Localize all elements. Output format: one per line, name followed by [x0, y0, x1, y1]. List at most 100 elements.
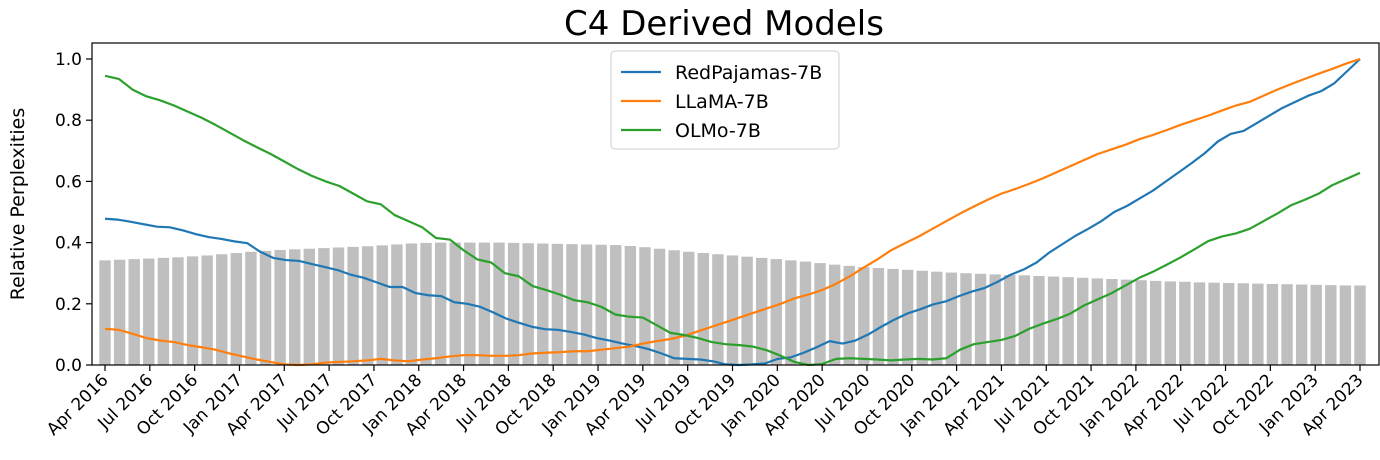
bar	[595, 244, 607, 365]
bar	[201, 255, 213, 365]
bar	[449, 242, 461, 365]
bar	[697, 253, 710, 365]
bar	[1164, 281, 1176, 365]
bar	[858, 267, 870, 365]
bar	[755, 257, 768, 365]
bar	[405, 243, 418, 365]
bar	[683, 251, 695, 365]
x-tick-label: Apr 2016	[43, 370, 112, 439]
legend: RedPajamas-7B LLaMA-7B OLMo-7B	[610, 50, 840, 150]
bar	[128, 259, 140, 365]
bar	[1252, 283, 1264, 365]
bar	[610, 245, 622, 365]
bar	[99, 260, 111, 365]
bar	[799, 261, 812, 365]
bar	[639, 247, 651, 365]
legend-box	[610, 50, 840, 150]
series-line-olmo-7b	[104, 74, 1361, 367]
y-tick-label: 0.8	[55, 111, 82, 131]
y-tick-label: 0.0	[55, 356, 82, 376]
bar	[974, 273, 987, 365]
bar	[916, 270, 928, 365]
bar	[376, 245, 388, 365]
legend-label: RedPajamas-7B	[675, 62, 822, 84]
bar	[537, 243, 549, 365]
bar	[566, 244, 578, 365]
bar	[1135, 280, 1147, 365]
bar	[172, 257, 184, 365]
bar	[1077, 277, 1089, 365]
bar	[712, 254, 724, 365]
bar	[1179, 281, 1191, 365]
bar	[1266, 283, 1279, 365]
bar	[420, 242, 432, 365]
bar	[901, 269, 914, 365]
bar	[1295, 284, 1308, 365]
bar	[1106, 279, 1118, 365]
bar	[274, 249, 286, 365]
bar	[143, 258, 155, 365]
bar	[493, 242, 505, 365]
bar	[945, 272, 958, 365]
bar	[770, 259, 782, 365]
bar	[113, 259, 126, 365]
bar	[1120, 279, 1133, 365]
bar	[303, 248, 315, 365]
bar	[216, 254, 228, 365]
bar	[1208, 282, 1220, 365]
bar	[1018, 275, 1031, 365]
bar	[507, 242, 520, 365]
bar	[741, 256, 753, 365]
bar	[157, 257, 170, 365]
bar	[259, 250, 272, 365]
bar	[872, 267, 885, 365]
y-tick-label: 0.2	[55, 295, 82, 315]
legend-label: LLaMA-7B	[675, 91, 769, 113]
bar	[1281, 284, 1293, 365]
bar	[361, 246, 374, 365]
bar	[186, 256, 199, 365]
bar	[843, 265, 855, 365]
bar	[1062, 277, 1074, 365]
y-axis: 0.0 0.2 0.4 0.6 0.8 1.0	[55, 50, 92, 376]
bar	[931, 271, 943, 365]
bar	[960, 273, 972, 365]
y-axis-label: Relative Perplexities	[7, 108, 29, 300]
bar	[989, 274, 1001, 365]
bar	[230, 253, 243, 365]
bar	[1325, 285, 1337, 365]
bar	[318, 248, 330, 365]
bar	[1091, 278, 1104, 365]
bar	[1150, 280, 1162, 365]
bar	[828, 264, 841, 365]
bar	[668, 250, 680, 365]
bar	[289, 249, 301, 365]
bar	[245, 251, 257, 365]
y-tick-label: 1.0	[55, 50, 82, 70]
bar	[1237, 283, 1249, 365]
legend-label: OLMo-7B	[675, 120, 761, 142]
bar	[1222, 282, 1235, 365]
series-line-llama-7b	[104, 57, 1361, 367]
y-tick-label: 0.6	[55, 172, 82, 192]
bar	[653, 248, 666, 365]
y-tick-label: 0.4	[55, 234, 82, 254]
plot-frame	[91, 42, 1380, 366]
bar	[478, 242, 491, 365]
bar	[814, 263, 826, 365]
bar	[522, 243, 534, 365]
bar	[887, 268, 899, 365]
bar	[624, 245, 637, 365]
bar	[332, 247, 345, 365]
bars-group	[99, 242, 1366, 365]
bar	[580, 244, 593, 365]
bar	[1193, 282, 1206, 365]
bar	[1339, 285, 1352, 365]
bar	[726, 255, 739, 365]
bar	[1354, 285, 1366, 365]
chart-title: C4 Derived Models	[564, 4, 884, 44]
bar	[1004, 275, 1016, 365]
bar	[347, 246, 359, 365]
